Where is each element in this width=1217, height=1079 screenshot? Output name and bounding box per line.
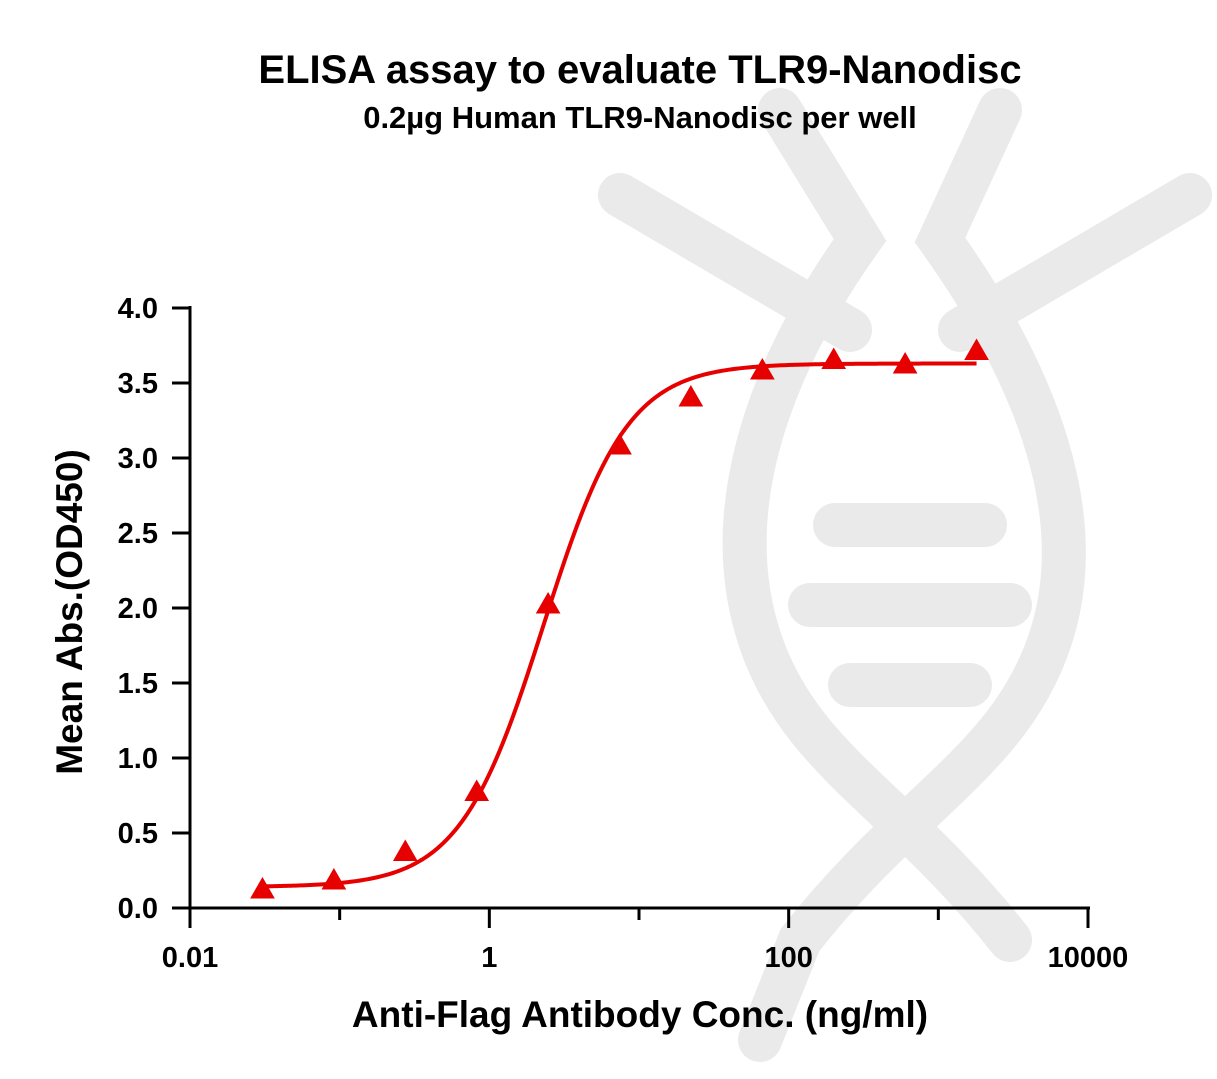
y-tick-label: 3.5 (118, 368, 158, 400)
chart-title: ELISA assay to evaluate TLR9-Nanodisc (258, 48, 1021, 92)
data-point-marker (464, 779, 490, 801)
data-point-marker (392, 839, 418, 861)
y-tick-label: 4.0 (118, 293, 158, 325)
y-tick-label: 2.0 (118, 593, 158, 625)
data-point-marker (321, 868, 347, 890)
data-point-marker (964, 338, 989, 360)
y-tick-label: 0.5 (118, 818, 158, 850)
y-tick-label: 0.0 (118, 893, 158, 925)
data-point-marker (892, 352, 918, 374)
y-axis-ticks: 0.0 0.5 1.0 1.5 2.0 2.5 3.0 3.5 4.0 (118, 293, 190, 925)
x-tick-label: 0.01 (162, 942, 218, 974)
data-points (250, 338, 989, 899)
x-axis-ticks: 0.01 1 100 10000 (162, 908, 1129, 974)
x-tick-label: 1 (481, 942, 497, 974)
chart-subtitle: 0.2µg Human TLR9-Nanodisc per well (363, 100, 917, 135)
data-point-marker (821, 347, 847, 369)
y-tick-label: 3.0 (118, 443, 158, 475)
y-tick-label: 1.0 (118, 743, 158, 775)
data-point-marker (749, 358, 775, 380)
x-tick-label: 100 (764, 942, 812, 974)
data-point-marker (250, 877, 275, 899)
y-tick-label: 2.5 (118, 518, 158, 550)
x-axis-label: Anti-Flag Antibody Conc. (ng/ml) (352, 994, 928, 1035)
y-axis-label: Mean Abs.(OD450) (49, 449, 90, 775)
x-tick-label: 10000 (1048, 942, 1129, 974)
dna-logo-icon (598, 88, 1212, 1062)
y-tick-label: 1.5 (118, 668, 158, 700)
data-point-marker (607, 433, 632, 455)
data-point-marker (535, 592, 561, 614)
data-point-marker (678, 385, 704, 407)
